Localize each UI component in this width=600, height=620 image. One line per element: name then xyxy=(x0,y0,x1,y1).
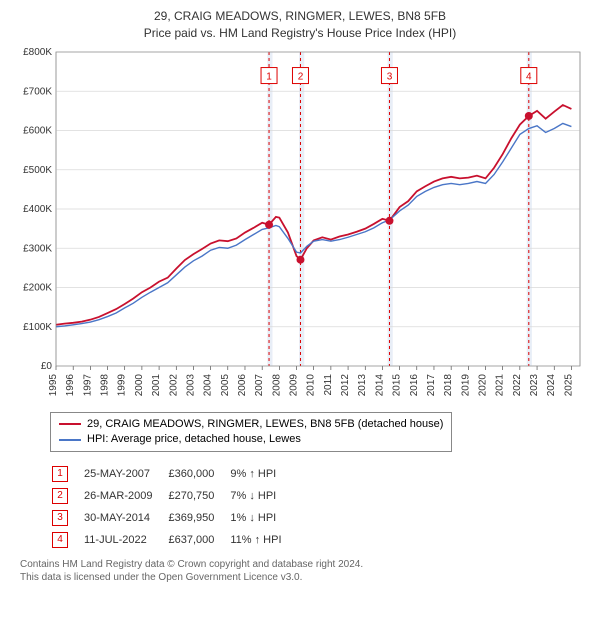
svg-text:2007: 2007 xyxy=(254,373,265,396)
svg-text:2000: 2000 xyxy=(134,373,145,396)
svg-text:2014: 2014 xyxy=(374,373,385,396)
footer-line-2: This data is licensed under the Open Gov… xyxy=(20,571,590,584)
sale-price: £270,750 xyxy=(168,486,228,506)
sale-num-cell: 1 xyxy=(52,464,82,484)
title-block: 29, CRAIG MEADOWS, RINGMER, LEWES, BN8 5… xyxy=(10,8,590,42)
sales-row: 1 25-MAY-2007£360,0009% ↑ HPI xyxy=(52,464,296,484)
svg-text:£600K: £600K xyxy=(23,125,52,136)
svg-text:2011: 2011 xyxy=(323,373,334,395)
svg-text:2018: 2018 xyxy=(443,373,454,396)
svg-text:£700K: £700K xyxy=(23,86,52,97)
legend-row: HPI: Average price, detached house, Lewe… xyxy=(59,432,443,447)
legend-label: HPI: Average price, detached house, Lewe… xyxy=(87,432,301,447)
svg-text:2012: 2012 xyxy=(340,373,351,396)
sale-num-cell: 4 xyxy=(52,530,82,550)
sales-row: 4 11-JUL-2022£637,00011% ↑ HPI xyxy=(52,530,296,550)
sale-date: 26-MAR-2009 xyxy=(84,486,166,506)
svg-text:2024: 2024 xyxy=(546,373,557,396)
svg-text:1999: 1999 xyxy=(117,373,128,396)
svg-text:2004: 2004 xyxy=(203,373,214,396)
chart: £0 £100K £200K £300K £400K £500K £600K £700K £80… xyxy=(10,46,590,406)
svg-text:2002: 2002 xyxy=(168,373,179,396)
svg-text:2010: 2010 xyxy=(306,373,317,396)
sales-table: 1 25-MAY-2007£360,0009% ↑ HPI 2 26-MAR-2009… xyxy=(50,462,298,552)
sale-num-cell: 3 xyxy=(52,508,82,528)
sale-num-box: 1 xyxy=(52,466,68,482)
sale-price: £360,000 xyxy=(168,464,228,484)
title-line-1: 29, CRAIG MEADOWS, RINGMER, LEWES, BN8 5… xyxy=(10,8,590,25)
svg-text:2001: 2001 xyxy=(151,373,162,396)
svg-text:2021: 2021 xyxy=(495,373,506,396)
sale-date: 30-MAY-2014 xyxy=(84,508,166,528)
title-line-2: Price paid vs. HM Land Registry's House … xyxy=(10,25,590,42)
footer: Contains HM Land Registry data © Crown c… xyxy=(20,558,590,584)
svg-text:2009: 2009 xyxy=(289,373,300,396)
svg-text:2006: 2006 xyxy=(237,373,248,396)
svg-text:3: 3 xyxy=(387,71,393,82)
svg-text:2: 2 xyxy=(298,71,304,82)
svg-text:1996: 1996 xyxy=(65,373,76,396)
sale-num-box: 4 xyxy=(52,532,68,548)
svg-text:2003: 2003 xyxy=(185,373,196,396)
legend-swatch xyxy=(59,439,81,441)
svg-text:£300K: £300K xyxy=(23,243,52,254)
sale-num-box: 3 xyxy=(52,510,68,526)
svg-text:£500K: £500K xyxy=(23,164,52,175)
svg-text:2015: 2015 xyxy=(392,373,403,396)
svg-text:1995: 1995 xyxy=(48,373,59,396)
svg-text:£200K: £200K xyxy=(23,282,52,293)
sale-delta: 11% ↑ HPI xyxy=(230,530,295,550)
sale-delta: 1% ↓ HPI xyxy=(230,508,295,528)
legend-label: 29, CRAIG MEADOWS, RINGMER, LEWES, BN8 5… xyxy=(87,417,443,432)
svg-text:2005: 2005 xyxy=(220,373,231,396)
sales-row: 2 26-MAR-2009£270,7507% ↓ HPI xyxy=(52,486,296,506)
sale-date: 25-MAY-2007 xyxy=(84,464,166,484)
svg-text:£400K: £400K xyxy=(23,204,52,215)
svg-text:£800K: £800K xyxy=(23,47,52,58)
svg-text:1998: 1998 xyxy=(100,373,111,396)
sale-price: £637,000 xyxy=(168,530,228,550)
chart-container: 29, CRAIG MEADOWS, RINGMER, LEWES, BN8 5… xyxy=(0,0,600,592)
svg-text:2023: 2023 xyxy=(529,373,540,396)
svg-text:2020: 2020 xyxy=(478,373,489,396)
svg-text:2025: 2025 xyxy=(563,373,574,396)
sales-row: 3 30-MAY-2014£369,9501% ↓ HPI xyxy=(52,508,296,528)
chart-svg: £0 £100K £200K £300K £400K £500K £600K £700K £80… xyxy=(10,46,590,406)
svg-text:£100K: £100K xyxy=(23,321,52,332)
sale-delta: 7% ↓ HPI xyxy=(230,486,295,506)
svg-text:2016: 2016 xyxy=(409,373,420,396)
svg-text:2022: 2022 xyxy=(512,373,523,396)
svg-text:1997: 1997 xyxy=(82,373,93,396)
legend-swatch xyxy=(59,423,81,425)
legend: 29, CRAIG MEADOWS, RINGMER, LEWES, BN8 5… xyxy=(50,412,452,453)
svg-text:2017: 2017 xyxy=(426,373,437,396)
svg-text:4: 4 xyxy=(526,71,532,82)
sale-num-cell: 2 xyxy=(52,486,82,506)
sale-delta: 9% ↑ HPI xyxy=(230,464,295,484)
svg-text:1: 1 xyxy=(266,71,272,82)
svg-text:2013: 2013 xyxy=(357,373,368,396)
svg-text:2008: 2008 xyxy=(271,373,282,396)
sale-num-box: 2 xyxy=(52,488,68,504)
svg-text:2019: 2019 xyxy=(460,373,471,396)
sale-date: 11-JUL-2022 xyxy=(84,530,166,550)
sale-price: £369,950 xyxy=(168,508,228,528)
svg-text:£0: £0 xyxy=(41,361,53,372)
footer-line-1: Contains HM Land Registry data © Crown c… xyxy=(20,558,590,571)
legend-row: 29, CRAIG MEADOWS, RINGMER, LEWES, BN8 5… xyxy=(59,417,443,432)
